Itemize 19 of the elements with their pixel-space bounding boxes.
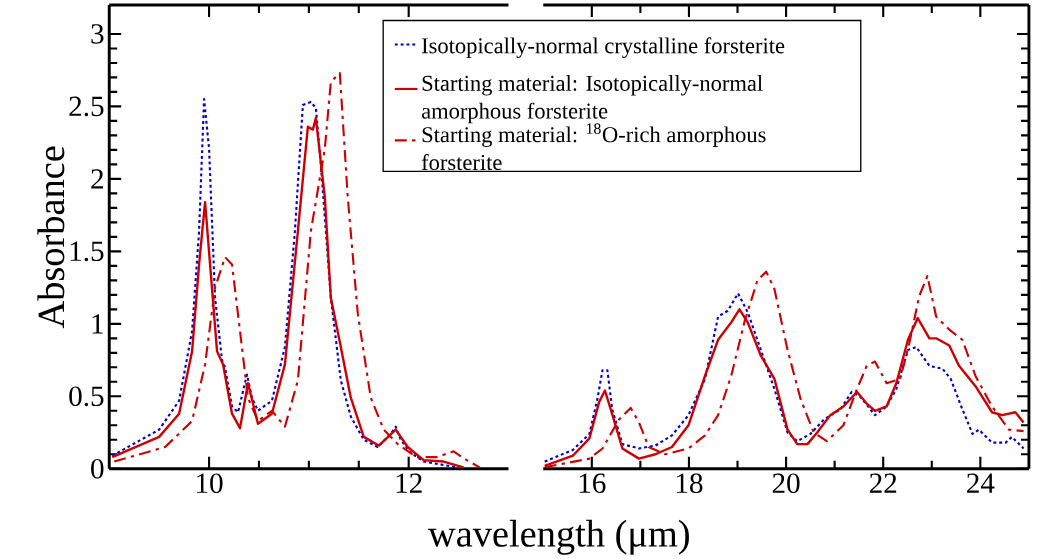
y-tick-label: 0.5 <box>69 386 104 407</box>
y-tick-label: 2.5 <box>69 96 104 117</box>
y-tick-label: 3 <box>91 24 104 44</box>
legend-label: Starting material: Isotopically-normal amorphous forsterite <box>421 74 763 124</box>
text: Starting material: $^{18}$O-rich amorphous forsterite <box>421 123 766 171</box>
x-tick-label: 22 <box>869 473 897 493</box>
legend-label: Isotopically-normal crystalline forsterite <box>421 37 785 58</box>
x-tick-label: 20 <box>772 473 800 494</box>
x-tick-label: 18 <box>676 473 703 494</box>
x-tick-label: 10 <box>197 473 223 494</box>
y-axis-title: Absorbance <box>37 146 65 329</box>
y-tick-label: 1 <box>92 314 103 334</box>
x-axis-title: wavelength (μm) <box>428 519 689 555</box>
y-tick-label: 1.5 <box>70 241 104 262</box>
y-tick-label: 2 <box>91 169 103 189</box>
y-tick-label: 0 <box>91 458 104 479</box>
x-tick-label: 12 <box>396 473 422 493</box>
x-tick-label: 16 <box>579 473 606 493</box>
x-tick-label: 24 <box>967 473 995 493</box>
